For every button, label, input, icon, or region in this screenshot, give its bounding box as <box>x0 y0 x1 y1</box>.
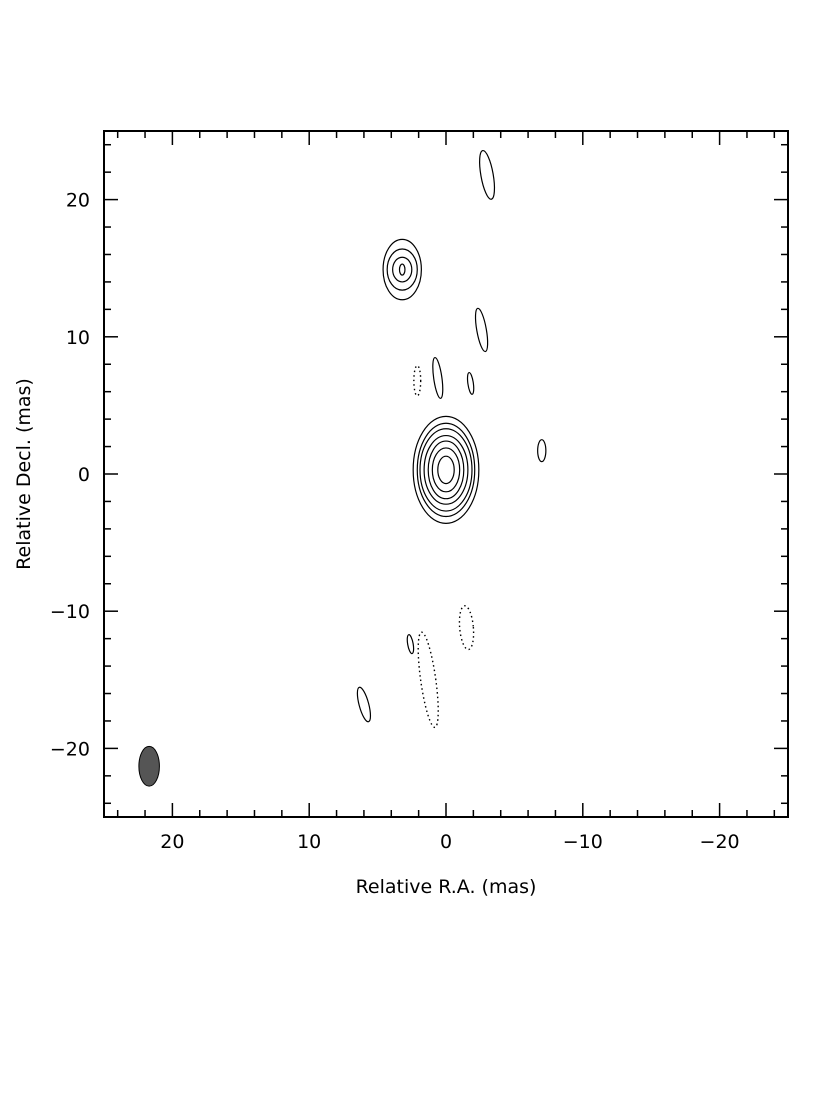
north-component-level-2 <box>392 256 413 283</box>
y-tick-label: −10 <box>50 601 90 623</box>
y-tick-label: 20 <box>66 190 90 212</box>
x-axis-title: Relative R.A. (mas) <box>356 876 537 898</box>
core-level-7 <box>412 415 480 524</box>
beam-ellipse <box>138 745 160 787</box>
north-component-level-4 <box>382 238 422 301</box>
y-axis-title: Relative Decl. (mas) <box>13 378 35 570</box>
tick-labels: 20 10 0 −10 −20 20 10 0 −10 −20 <box>50 190 740 853</box>
core-level-3 <box>427 440 465 500</box>
north-component-level-1 <box>398 263 406 276</box>
plot-frame <box>103 130 789 818</box>
contours <box>138 149 547 787</box>
core-level-4 <box>423 434 469 505</box>
blob-south-small <box>406 634 415 655</box>
x-tick-label: −10 <box>563 831 603 853</box>
x-tick-label: 0 <box>440 831 452 853</box>
neg-3 <box>417 631 439 729</box>
x-tick-label: 20 <box>160 831 184 853</box>
blob-small-left <box>432 356 444 399</box>
x-tick-label: −20 <box>700 831 740 853</box>
axis-ticks <box>104 131 788 817</box>
north-component-level-3 <box>386 248 418 291</box>
y-tick-label: −20 <box>50 738 90 760</box>
y-tick-label: 10 <box>66 327 90 349</box>
core-level-5 <box>419 428 473 512</box>
core-level-1 <box>437 455 455 485</box>
blob-mid-right <box>474 307 489 353</box>
core-level-6 <box>416 422 476 518</box>
core-level-2 <box>431 447 461 493</box>
neg-1 <box>413 364 422 397</box>
blob-east <box>537 439 547 463</box>
neg-2 <box>458 605 475 651</box>
blob-south-left <box>356 686 372 723</box>
y-tick-label: 0 <box>78 464 90 486</box>
x-tick-label: 10 <box>297 831 321 853</box>
blob-top <box>479 149 496 200</box>
blob-small-right <box>466 371 475 395</box>
